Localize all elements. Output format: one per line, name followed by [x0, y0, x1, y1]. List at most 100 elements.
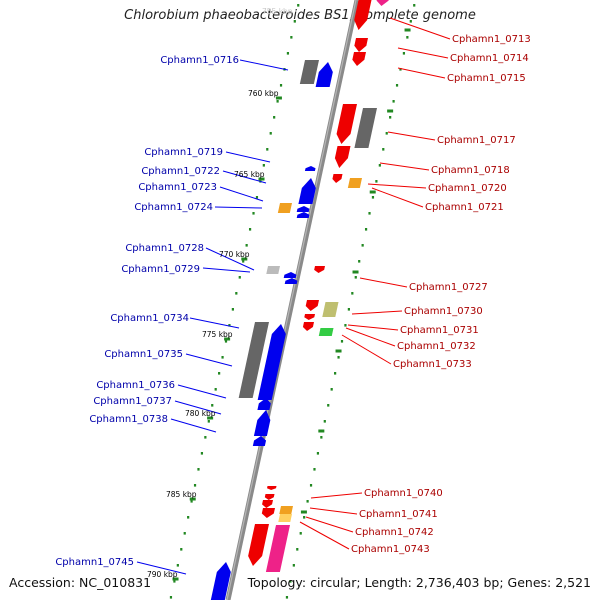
- ruler-tick: [335, 349, 342, 353]
- leader-line: [341, 334, 392, 365]
- gene-box: [238, 322, 269, 398]
- ruler-dot: [309, 484, 313, 487]
- kbp-label: 785 kbp: [166, 490, 197, 499]
- ruler-dot: [392, 100, 395, 103]
- gene-arrow: [296, 212, 310, 218]
- gene-label[interactable]: Cphamn1_0730: [404, 306, 483, 317]
- gene-features: [210, 0, 389, 600]
- ruler-tick: [352, 270, 359, 274]
- ruler-dot: [320, 436, 323, 439]
- gene-label[interactable]: Cphamn1_0717: [437, 135, 516, 146]
- gene-label[interactable]: Cphamn1_0728: [125, 243, 204, 254]
- ruler-dot: [409, 20, 412, 23]
- ruler-tick: [241, 257, 248, 261]
- ruler-dot: [207, 420, 210, 423]
- gene-label[interactable]: Cphamn1_0723: [138, 182, 217, 193]
- ruler-dot: [375, 180, 378, 183]
- leader-line: [347, 324, 399, 331]
- gene-label[interactable]: Cphamn1_0742: [355, 527, 434, 538]
- ruler-tick: [207, 416, 214, 420]
- gene-label[interactable]: Cphamn1_0713: [452, 34, 531, 45]
- gene-label[interactable]: Cphamn1_0740: [364, 488, 443, 499]
- ruler-dot: [183, 532, 186, 535]
- gene-label[interactable]: Cphamn1_0737: [93, 396, 172, 407]
- label-leaders: [136, 17, 451, 575]
- ruler-dot: [228, 324, 231, 327]
- ruler-dot: [224, 340, 228, 343]
- ruler-dot: [402, 52, 406, 55]
- leader-line: [185, 353, 233, 367]
- gene-box: [299, 60, 319, 84]
- gene-arrow: [354, 0, 372, 30]
- gene-arrow: [210, 562, 231, 600]
- gene-label[interactable]: Cphamn1_0743: [351, 544, 430, 555]
- gene-box: [278, 514, 292, 522]
- ruler-dot: [330, 388, 333, 391]
- gene-arrow: [302, 322, 314, 331]
- ruler-dot: [231, 308, 234, 311]
- ruler-tick: [369, 190, 376, 194]
- ruler-dot: [351, 292, 354, 295]
- gene-label[interactable]: Cphamn1_0720: [428, 183, 507, 194]
- gene-arrow: [296, 206, 310, 212]
- gene-label[interactable]: Cphamn1_0718: [431, 165, 510, 176]
- leader-line: [367, 183, 427, 189]
- gene-label[interactable]: Cphamn1_0721: [425, 202, 504, 213]
- leader-line: [205, 247, 255, 271]
- gene-label[interactable]: Cphamn1_0734: [110, 313, 189, 324]
- gene-label[interactable]: Cphamn1_0715: [447, 73, 526, 84]
- leader-line: [219, 186, 264, 202]
- ruler-dot: [371, 196, 375, 199]
- ruler-dot: [255, 196, 259, 199]
- gene-arrow: [376, 0, 389, 6]
- gene-arrow: [314, 266, 325, 273]
- leader-line: [222, 170, 267, 184]
- gene-label[interactable]: Cphamn1_0724: [134, 202, 213, 213]
- ruler-tick: [300, 510, 307, 514]
- gene-label[interactable]: Cphamn1_0716: [160, 55, 239, 66]
- gene-label[interactable]: Cphamn1_0745: [55, 557, 134, 568]
- genome-summary-text: Topology: circular; Length: 2,736,403 bp…: [247, 575, 591, 590]
- gene-label[interactable]: Cphamn1_0738: [89, 414, 168, 425]
- gene-label[interactable]: Cphamn1_0729: [121, 264, 200, 275]
- gene-label[interactable]: Cphamn1_0727: [409, 282, 488, 293]
- leader-line: [305, 516, 354, 533]
- ruler-dot: [286, 52, 290, 55]
- gene-label[interactable]: Cphamn1_0722: [141, 166, 220, 177]
- gene-label[interactable]: Cphamn1_0731: [400, 325, 479, 336]
- leader-line: [202, 267, 251, 273]
- genome-backbone: [225, 0, 360, 600]
- gene-arrow: [262, 500, 273, 508]
- ruler-dot: [211, 404, 214, 407]
- gene-box: [347, 178, 362, 188]
- gene-label[interactable]: Cphamn1_0741: [359, 509, 438, 520]
- gene-label[interactable]: Cphamn1_0735: [104, 349, 183, 360]
- ruler-dot: [221, 356, 224, 359]
- gene-label[interactable]: Cphamn1_0733: [393, 359, 472, 370]
- gene-label[interactable]: Cphamn1_0736: [96, 380, 175, 391]
- gene-arrow: [261, 508, 275, 518]
- gene-box: [279, 506, 293, 514]
- ruler-dot: [289, 580, 292, 583]
- ruler-dot: [176, 564, 179, 567]
- ruler-dot: [340, 340, 344, 343]
- gene-arrow: [252, 436, 267, 446]
- ruler-tick: [318, 429, 325, 433]
- leader-line: [174, 400, 222, 415]
- ruler-dot: [395, 84, 399, 87]
- gene-label[interactable]: Cphamn1_0714: [450, 53, 529, 64]
- leader-line: [189, 317, 240, 329]
- gene-arrow: [334, 146, 351, 168]
- ruler-dot: [290, 36, 293, 39]
- ruler-dot: [368, 212, 371, 215]
- gene-arrow: [283, 272, 297, 278]
- gene-label[interactable]: Cphamn1_0732: [397, 341, 476, 352]
- gene-label[interactable]: Cphamn1_0719: [144, 147, 223, 158]
- ruler-dot: [361, 244, 364, 247]
- genome-backbone-highlight: [226, 0, 357, 600]
- leader-line: [225, 151, 271, 163]
- ruler-dot: [269, 132, 272, 135]
- gene-arrow: [284, 278, 298, 284]
- gene-arrow: [315, 62, 333, 87]
